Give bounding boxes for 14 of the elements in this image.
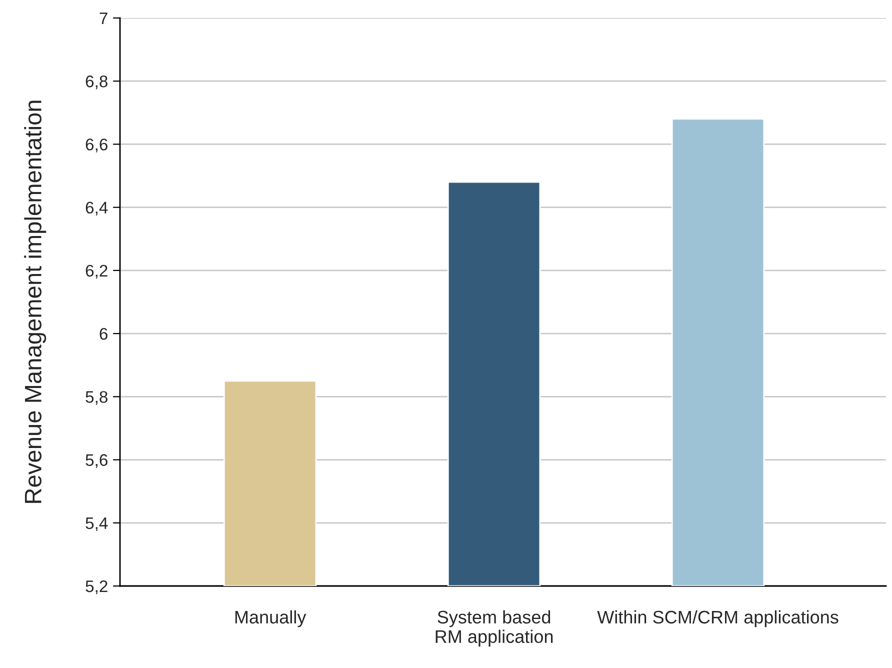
y-axis-title: Revenue Management implementation <box>24 100 46 503</box>
y-tick-label: 5,4 <box>86 517 108 532</box>
y-tick-label: 5,6 <box>86 454 108 468</box>
x-tick-label: Within SCM/CRM applications <box>597 610 838 628</box>
x-tick-label: Manually <box>235 610 306 628</box>
y-tick-label: 6 <box>100 328 108 340</box>
y-tick-label: 6,8 <box>86 76 108 90</box>
y-tick-label: 5,2 <box>86 580 108 594</box>
y-tick-label: 5,8 <box>86 391 108 405</box>
y-tick-label: 6,2 <box>86 264 108 279</box>
x-tick-label: System based RM application <box>436 610 553 647</box>
y-tick-label: 7 <box>100 12 108 24</box>
y-tick-label: 6,6 <box>86 138 108 152</box>
y-tick-label: 6,4 <box>86 202 108 216</box>
